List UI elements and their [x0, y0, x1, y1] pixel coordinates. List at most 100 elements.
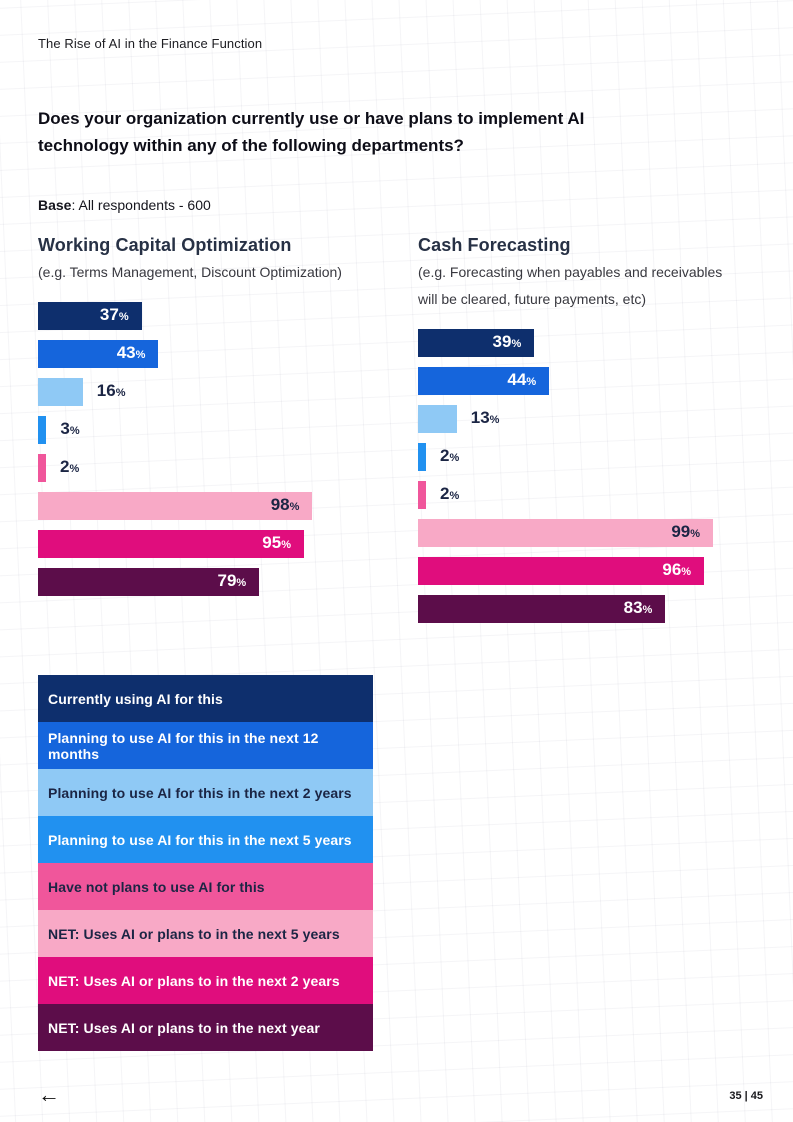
legend-item: NET: Uses AI or plans to in the next 2 y… — [38, 957, 373, 1004]
base-label: Base — [38, 197, 72, 213]
legend-item: Currently using AI for this — [38, 675, 373, 722]
bar: 99% — [418, 518, 714, 548]
legend-item: Planning to use AI for this in the next … — [38, 816, 373, 863]
percent-sign: % — [511, 338, 522, 350]
percent-sign: % — [681, 566, 692, 578]
bar-value-number: 96 — [662, 560, 682, 579]
bar-value-label: 37% — [100, 301, 129, 331]
legend-item: NET: Uses AI or plans to in the next 5 y… — [38, 910, 373, 957]
chart-cash-forecasting: Cash Forecasting (e.g. Forecasting when … — [418, 235, 738, 633]
legend-item-label: Have not plans to use AI for this — [48, 878, 265, 895]
bar-value-number: 37 — [99, 305, 119, 324]
bar-value-label: 95% — [262, 529, 291, 559]
bar-row: 13% — [418, 405, 738, 433]
question-title: Does your organization currently use or … — [38, 109, 585, 155]
bar-row: 99% — [418, 519, 738, 547]
chart-title: Cash Forecasting — [418, 235, 571, 255]
bar-value-label: 39% — [493, 328, 522, 358]
bar-value-number: 2 — [60, 457, 70, 476]
bar-value-label: 96% — [662, 556, 691, 586]
percent-sign: % — [449, 490, 460, 502]
percent-sign: % — [118, 311, 129, 323]
bar-row: 37% — [38, 302, 418, 330]
bar-value-number: 98 — [270, 495, 290, 514]
legend-item: Planning to use AI for this in the next … — [38, 769, 373, 816]
bar: 98% — [38, 491, 313, 521]
bar — [418, 443, 426, 471]
bar — [418, 481, 426, 509]
bar-value-number: 79 — [217, 571, 237, 590]
bar-row: 96% — [418, 557, 738, 585]
bar-value-label: 83% — [624, 594, 653, 624]
bar-value-label: 79% — [217, 567, 246, 597]
bar-value-label: 99% — [671, 518, 700, 548]
bar: 43% — [38, 339, 159, 369]
bar-value-label: 44% — [507, 366, 536, 396]
bar-value-label: 2% — [440, 442, 459, 472]
bar — [38, 416, 47, 444]
bar-row: 95% — [38, 530, 418, 558]
page-content: The Rise of AI in the Finance Function D… — [38, 36, 763, 1051]
chart-subtitle: (e.g. Forecasting when payables and rece… — [418, 264, 723, 307]
bar-value-label: 3% — [60, 415, 79, 445]
legend-item: Have not plans to use AI for this — [38, 863, 373, 910]
bar: 39% — [418, 328, 535, 358]
bar-row: 44% — [418, 367, 738, 395]
legend: Currently using AI for this Planning to u… — [38, 675, 373, 1051]
percent-sign: % — [69, 425, 80, 437]
bar-row: 3% — [38, 416, 418, 444]
percent-sign: % — [281, 539, 291, 551]
bars: 37% 43% 16% 3% 2% 98% 95% 79% — [38, 302, 418, 596]
bar-row: 83% — [418, 595, 738, 623]
bar-row: 39% — [418, 329, 738, 357]
percent-sign: % — [289, 501, 300, 513]
chart-title: Working Capital Optimization — [38, 235, 292, 255]
bar: 44% — [418, 366, 550, 396]
chart-subtitle: (e.g. Terms Management, Discount Optimiz… — [38, 264, 342, 280]
bar-value-number: 16 — [96, 381, 116, 400]
back-arrow-icon[interactable]: ← — [38, 1082, 60, 1107]
bar-value-number: 39 — [492, 332, 512, 351]
legend-item: NET: Uses AI or plans to in the next yea… — [38, 1004, 373, 1051]
bar-value-number: 43 — [116, 343, 136, 362]
legend-item-label: Planning to use AI for this in the next … — [48, 831, 352, 848]
bar-value-label: 13% — [471, 404, 500, 434]
base-note: Base: All respondents - 600 — [38, 197, 763, 213]
legend-item-label: Planning to use AI for this in the next … — [48, 729, 319, 762]
bar-value-number: 3 — [60, 419, 70, 438]
percent-sign: % — [449, 452, 460, 464]
bar — [418, 405, 457, 433]
percent-sign: % — [115, 387, 126, 399]
legend-item: Planning to use AI for this in the next … — [38, 722, 373, 769]
bar-value-label: 2% — [60, 453, 79, 483]
legend-item-label: NET: Uses AI or plans to in the next 5 y… — [48, 925, 340, 942]
bar: 37% — [38, 302, 142, 330]
bar-value-label: 16% — [97, 377, 126, 407]
bar: 79% — [38, 567, 260, 597]
bar: 95% — [38, 530, 304, 558]
bar: 83% — [418, 594, 666, 624]
bar-row: 79% — [38, 568, 418, 596]
percent-sign: % — [135, 349, 146, 361]
bar — [38, 378, 83, 406]
bar-value-number: 95 — [262, 533, 282, 552]
bar-row: 43% — [38, 340, 418, 368]
bars: 39% 44% 13% 2% 2% 99% 96% 83% — [418, 329, 738, 623]
legend-item-label: Currently using AI for this — [48, 690, 223, 707]
bar: 96% — [418, 556, 705, 586]
percent-sign: % — [489, 414, 500, 426]
bar-value-number: 2 — [440, 446, 450, 465]
legend-item-label: Planning to use AI for this in the next … — [48, 784, 352, 801]
document-header: The Rise of AI in the Finance Function — [38, 36, 263, 51]
base-text: : All respondents - 600 — [71, 197, 211, 213]
bar-value-label: 43% — [117, 339, 146, 369]
percent-sign: % — [526, 376, 537, 388]
page-number: 35 | 45 — [729, 1090, 763, 1102]
legend-item-label: NET: Uses AI or plans to in the next yea… — [48, 1019, 320, 1036]
bar-row: 98% — [38, 492, 418, 520]
bar-value-label: 98% — [271, 491, 300, 521]
bar-row: 16% — [38, 378, 418, 406]
bar-value-number: 2 — [440, 484, 450, 503]
bar-value-number: 99 — [671, 522, 691, 541]
